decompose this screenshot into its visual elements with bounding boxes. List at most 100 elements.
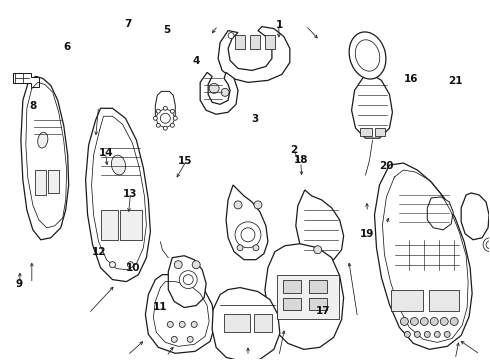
Circle shape <box>314 246 322 254</box>
Text: 2: 2 <box>290 144 297 154</box>
Circle shape <box>187 336 193 342</box>
Circle shape <box>110 262 116 268</box>
Polygon shape <box>352 75 392 138</box>
Circle shape <box>173 116 177 120</box>
FancyBboxPatch shape <box>375 128 386 136</box>
Circle shape <box>434 332 440 337</box>
Circle shape <box>156 109 160 113</box>
Ellipse shape <box>235 222 261 248</box>
FancyBboxPatch shape <box>283 298 301 310</box>
Ellipse shape <box>355 40 380 71</box>
Text: 12: 12 <box>91 247 106 257</box>
Circle shape <box>440 318 448 325</box>
Text: 7: 7 <box>124 19 131 29</box>
Text: 15: 15 <box>178 156 193 166</box>
Circle shape <box>179 271 197 289</box>
Circle shape <box>171 123 174 127</box>
FancyBboxPatch shape <box>283 280 301 293</box>
Circle shape <box>221 88 229 96</box>
Circle shape <box>163 106 167 110</box>
Circle shape <box>234 201 242 209</box>
Circle shape <box>400 318 408 325</box>
Text: 14: 14 <box>98 148 113 158</box>
Text: 18: 18 <box>294 155 308 165</box>
Text: 11: 11 <box>152 302 167 312</box>
Circle shape <box>237 245 243 251</box>
Circle shape <box>167 321 173 328</box>
Polygon shape <box>168 256 206 307</box>
Text: 3: 3 <box>251 114 258 124</box>
Text: 1: 1 <box>275 20 283 30</box>
Circle shape <box>172 336 177 342</box>
Polygon shape <box>226 185 268 260</box>
Ellipse shape <box>156 109 174 127</box>
Polygon shape <box>296 190 343 262</box>
Text: 10: 10 <box>125 263 140 273</box>
Circle shape <box>192 261 200 269</box>
Circle shape <box>420 318 428 325</box>
Circle shape <box>183 275 193 285</box>
Circle shape <box>163 126 167 130</box>
Ellipse shape <box>38 132 48 148</box>
Circle shape <box>415 332 420 337</box>
Text: 6: 6 <box>63 42 71 52</box>
Polygon shape <box>121 210 143 240</box>
Text: 19: 19 <box>360 229 374 239</box>
Polygon shape <box>461 193 489 240</box>
FancyBboxPatch shape <box>235 35 245 49</box>
Polygon shape <box>200 72 238 114</box>
Circle shape <box>404 332 410 337</box>
Ellipse shape <box>241 228 255 242</box>
Polygon shape <box>374 163 472 349</box>
Circle shape <box>209 84 219 93</box>
FancyBboxPatch shape <box>250 35 260 49</box>
Polygon shape <box>265 244 343 349</box>
Polygon shape <box>13 73 39 87</box>
FancyBboxPatch shape <box>254 315 272 332</box>
Ellipse shape <box>160 113 171 123</box>
Circle shape <box>171 109 174 113</box>
Circle shape <box>179 321 185 328</box>
Text: 13: 13 <box>123 189 138 199</box>
FancyBboxPatch shape <box>360 128 371 136</box>
Circle shape <box>253 245 259 251</box>
Ellipse shape <box>483 238 490 252</box>
FancyBboxPatch shape <box>265 35 275 49</box>
Polygon shape <box>100 210 119 240</box>
FancyBboxPatch shape <box>309 280 327 293</box>
FancyBboxPatch shape <box>224 315 250 332</box>
Text: 16: 16 <box>404 74 418 84</box>
Circle shape <box>450 318 458 325</box>
Polygon shape <box>86 108 150 282</box>
Text: 9: 9 <box>16 279 23 289</box>
Text: 21: 21 <box>448 76 462 86</box>
Text: 5: 5 <box>163 25 171 35</box>
Polygon shape <box>218 27 290 82</box>
Circle shape <box>174 261 182 269</box>
Text: 20: 20 <box>379 161 394 171</box>
Circle shape <box>127 262 133 268</box>
Polygon shape <box>21 76 69 240</box>
Polygon shape <box>155 91 175 127</box>
Polygon shape <box>146 275 215 353</box>
Ellipse shape <box>486 241 490 249</box>
Text: 8: 8 <box>29 102 36 112</box>
Circle shape <box>254 201 262 209</box>
FancyBboxPatch shape <box>392 289 423 311</box>
Circle shape <box>191 321 197 328</box>
FancyBboxPatch shape <box>277 275 339 319</box>
Polygon shape <box>427 197 453 230</box>
Circle shape <box>156 123 160 127</box>
Text: 17: 17 <box>316 306 330 316</box>
Circle shape <box>424 332 430 337</box>
Ellipse shape <box>111 155 125 175</box>
FancyBboxPatch shape <box>309 298 327 310</box>
Polygon shape <box>48 170 59 193</box>
Text: 4: 4 <box>193 56 200 66</box>
Circle shape <box>444 332 450 337</box>
Circle shape <box>410 318 418 325</box>
Polygon shape <box>212 288 280 360</box>
Circle shape <box>430 318 438 325</box>
Circle shape <box>228 32 234 39</box>
Polygon shape <box>35 170 46 195</box>
